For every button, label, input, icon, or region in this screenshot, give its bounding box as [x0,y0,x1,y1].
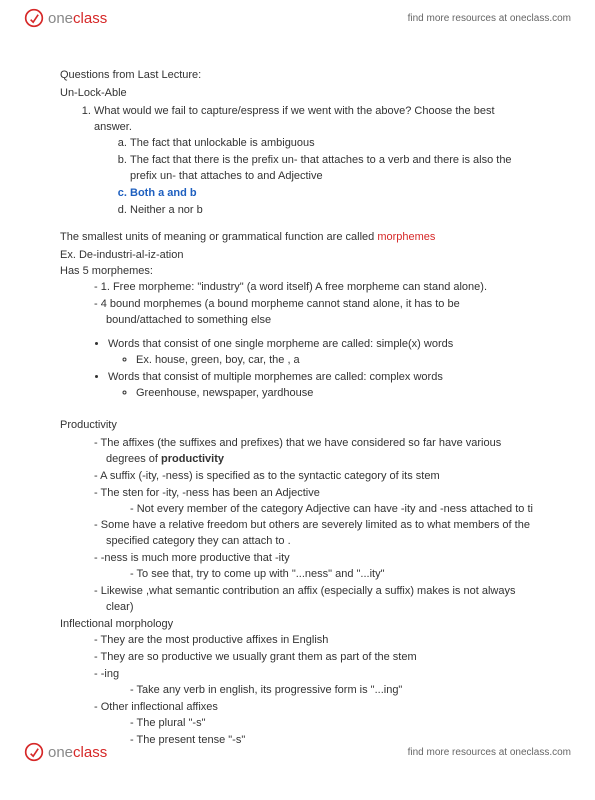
has-5: Has 5 morphemes: [60,264,535,280]
prod-5-text: -ness is much more productive that -ity [101,552,290,564]
simple-words-sub: Ex. house, green, boy, car, the , a [108,353,535,369]
document-content: Questions from Last Lecture: Un-Lock-Abl… [0,0,595,800]
inflectional-heading: Inflectional morphology [60,617,535,633]
footer-logo-text: oneclass [48,744,107,761]
prod-5: -ness is much more productive that -ity … [94,551,535,583]
word-types-list: Words that consist of one single morphem… [60,337,535,402]
inflect-3-sub: Take any verb in english, its progressiv… [106,683,535,699]
inflectional-list: They are the most productive affixes in … [60,633,535,749]
example-de: Ex. De-industri-al-iz-ation [60,248,535,264]
complex-example: Greenhouse, newspaper, yardhouse [136,386,535,402]
inflect-3-text: -ing [101,668,119,680]
complex-words-sub: Greenhouse, newspaper, yardhouse [108,386,535,402]
bound-morpheme: 4 bound morphemes (a bound morpheme cann… [94,297,535,329]
prod-5-sub: To see that, try to come up with "...nes… [106,567,535,583]
morpheme-list: 1. Free morpheme: "industry" (a word its… [60,280,535,329]
questions-title: Questions from Last Lecture: [60,68,535,84]
logo: oneclass [24,8,107,28]
prod-1: The affixes (the suffixes and prefixes) … [94,436,535,468]
logo-text: oneclass [48,10,107,27]
question-1: What would we fail to capture/espress if… [94,104,535,219]
answer-b: The fact that there is the prefix un- th… [130,153,535,185]
footer-logo-class: class [73,744,107,761]
logo-class: class [73,10,107,27]
inflect-1: They are the most productive affixes in … [94,633,535,649]
simple-words-text: Words that consist of one single morphem… [108,338,453,350]
free-morpheme: 1. Free morpheme: "industry" (a word its… [94,280,535,296]
prod-3a: Not every member of the category Adjecti… [130,502,535,518]
footer-resources-link[interactable]: find more resources at oneclass.com [408,747,571,758]
prod-2: A suffix (-ity, -ness) is specified as t… [94,469,535,485]
question-list: What would we fail to capture/espress if… [60,104,535,219]
footer-logo-icon [24,742,44,762]
inflect-2: They are so productive we usually grant … [94,650,535,666]
logo-one: one [48,10,73,27]
page-footer: oneclass find more resources at oneclass… [0,734,595,770]
prod-3-text: The sten for -ity, -ness has been an Adj… [101,487,320,499]
morpheme-term: morphemes [377,231,435,243]
productivity-list: The affixes (the suffixes and prefixes) … [60,436,535,616]
simple-example: Ex. house, green, boy, car, the , a [136,353,535,369]
answer-list: The fact that unlockable is ambiguous Th… [94,136,535,219]
unlock-title: Un-Lock-Able [60,86,535,102]
complex-words-text: Words that consist of multiple morphemes… [108,371,443,383]
morpheme-intro-text: The smallest units of meaning or grammat… [60,231,377,243]
footer-logo: oneclass [24,742,107,762]
logo-icon [24,8,44,28]
question-1-text: What would we fail to capture/espress if… [94,105,495,133]
prod-4: Some have a relative freedom but others … [94,518,535,550]
footer-logo-one: one [48,744,73,761]
prod-6: Likewise ,what semantic contribution an … [94,584,535,616]
inflect-4-text: Other inflectional affixes [101,701,218,713]
answer-c: Both a and b [130,186,535,202]
morpheme-intro: The smallest units of meaning or grammat… [60,230,535,246]
prod-3-sub: Not every member of the category Adjecti… [106,502,535,518]
complex-words: Words that consist of multiple morphemes… [108,370,535,402]
inflect-3a: Take any verb in english, its progressiv… [130,683,535,699]
inflect-3: -ing Take any verb in english, its progr… [94,667,535,699]
prod-3: The sten for -ity, -ness has been an Adj… [94,486,535,518]
resources-link[interactable]: find more resources at oneclass.com [408,13,571,24]
answer-a: The fact that unlockable is ambiguous [130,136,535,152]
page-header: oneclass find more resources at oneclass… [0,0,595,36]
simple-words: Words that consist of one single morphem… [108,337,535,369]
answer-d: Neither a nor b [130,203,535,219]
prod-1-bold: productivity [161,453,224,465]
prod-5a: To see that, try to come up with "...nes… [130,567,535,583]
productivity-heading: Productivity [60,418,535,434]
inflect-4a: The plural "-s" [130,716,535,732]
